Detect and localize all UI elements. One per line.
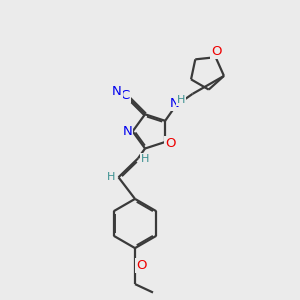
Text: N: N	[169, 97, 179, 110]
Text: O: O	[211, 45, 221, 58]
Text: N: N	[112, 85, 122, 98]
Text: O: O	[136, 259, 147, 272]
Text: H: H	[107, 172, 115, 182]
Text: O: O	[165, 137, 176, 150]
Text: N: N	[122, 125, 132, 138]
Text: H: H	[177, 95, 185, 105]
Text: C: C	[120, 89, 130, 102]
Text: H: H	[141, 154, 150, 164]
